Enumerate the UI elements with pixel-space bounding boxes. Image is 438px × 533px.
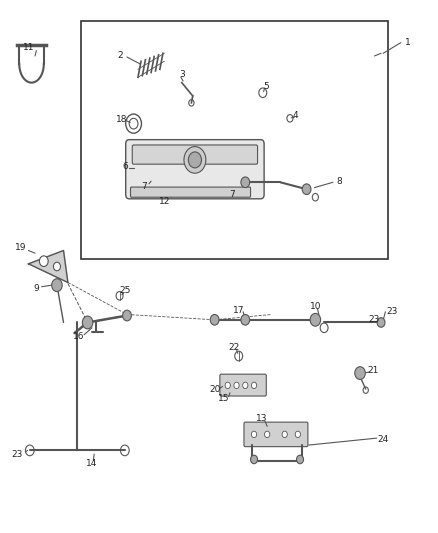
Text: 14: 14 bbox=[86, 459, 98, 468]
Text: 2: 2 bbox=[118, 52, 123, 60]
Text: 15: 15 bbox=[218, 394, 229, 403]
Text: 18: 18 bbox=[116, 116, 127, 124]
Text: 8: 8 bbox=[336, 177, 343, 185]
Circle shape bbox=[210, 314, 219, 325]
Circle shape bbox=[251, 455, 258, 464]
Circle shape bbox=[225, 382, 230, 389]
Circle shape bbox=[234, 382, 239, 389]
Text: 23: 23 bbox=[369, 316, 380, 324]
Circle shape bbox=[241, 177, 250, 188]
Circle shape bbox=[188, 152, 201, 168]
Bar bbox=[81, 21, 388, 259]
Circle shape bbox=[82, 316, 93, 329]
Text: 20: 20 bbox=[209, 385, 220, 393]
Circle shape bbox=[265, 431, 270, 438]
Text: 16: 16 bbox=[73, 333, 85, 341]
Circle shape bbox=[302, 184, 311, 195]
Text: 9: 9 bbox=[33, 285, 39, 293]
Text: 25: 25 bbox=[119, 286, 131, 295]
Text: 11: 11 bbox=[23, 44, 34, 52]
Text: 19: 19 bbox=[15, 244, 27, 252]
Circle shape bbox=[251, 382, 257, 389]
Text: 4: 4 bbox=[293, 111, 298, 120]
Circle shape bbox=[184, 147, 206, 173]
Circle shape bbox=[377, 318, 385, 327]
Text: 7: 7 bbox=[229, 190, 235, 199]
Text: 17: 17 bbox=[233, 306, 244, 314]
Text: 5: 5 bbox=[263, 82, 269, 91]
Circle shape bbox=[123, 310, 131, 321]
Circle shape bbox=[39, 256, 48, 266]
Text: 10: 10 bbox=[310, 302, 321, 311]
Circle shape bbox=[297, 455, 304, 464]
FancyBboxPatch shape bbox=[220, 374, 266, 396]
FancyBboxPatch shape bbox=[126, 140, 264, 199]
Text: 3: 3 bbox=[179, 70, 185, 79]
Text: 7: 7 bbox=[141, 182, 148, 191]
Circle shape bbox=[295, 431, 300, 438]
Circle shape bbox=[251, 431, 257, 438]
Polygon shape bbox=[28, 251, 68, 282]
Text: 12: 12 bbox=[159, 197, 170, 206]
FancyBboxPatch shape bbox=[132, 145, 258, 164]
Circle shape bbox=[282, 431, 287, 438]
Circle shape bbox=[52, 279, 62, 292]
Circle shape bbox=[310, 313, 321, 326]
Text: 21: 21 bbox=[367, 366, 379, 375]
Text: 1: 1 bbox=[404, 38, 410, 47]
Circle shape bbox=[241, 314, 250, 325]
Circle shape bbox=[53, 262, 60, 271]
Circle shape bbox=[355, 367, 365, 379]
FancyBboxPatch shape bbox=[131, 187, 251, 197]
Text: 6: 6 bbox=[122, 162, 128, 171]
Circle shape bbox=[243, 382, 248, 389]
Text: 13: 13 bbox=[256, 414, 268, 423]
Text: 23: 23 bbox=[386, 308, 398, 316]
Text: 23: 23 bbox=[12, 450, 23, 458]
FancyBboxPatch shape bbox=[244, 422, 308, 447]
Text: 22: 22 bbox=[229, 343, 240, 352]
Text: 24: 24 bbox=[378, 435, 389, 444]
